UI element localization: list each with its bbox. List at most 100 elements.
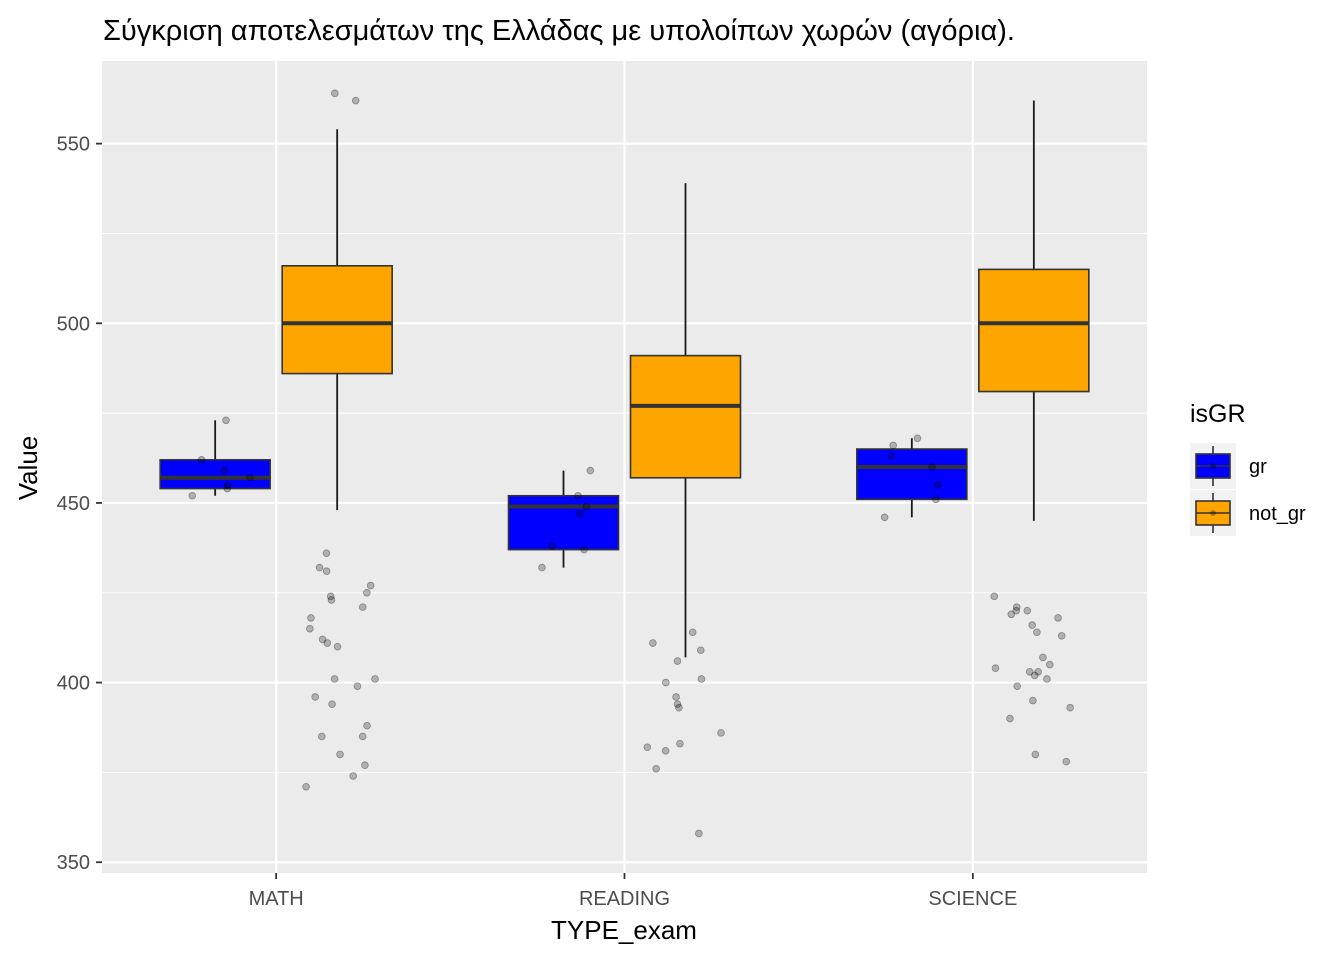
- data-point: [1028, 621, 1036, 629]
- data-point: [548, 542, 556, 550]
- box-not_gr-reading: [629, 354, 742, 479]
- data-point: [223, 484, 232, 493]
- legend-label-not_gr: not_gr: [1249, 503, 1306, 525]
- data-point: [188, 491, 197, 500]
- data-point: [576, 509, 585, 518]
- data-point: [1057, 632, 1066, 640]
- box-not_gr-science: [978, 268, 1090, 393]
- data-point: [322, 567, 331, 575]
- data-point: [574, 491, 582, 500]
- data-point: [333, 642, 342, 651]
- data-point: [366, 581, 375, 590]
- data-point: [990, 592, 999, 601]
- y-axis-title: Value: [13, 436, 43, 501]
- data-point: [328, 700, 336, 708]
- x-tick-label: SCIENCE: [928, 888, 1017, 910]
- data-point: [643, 743, 652, 752]
- data-point: [582, 502, 591, 511]
- x-axis: MATH READING SCIENCE: [249, 873, 1017, 910]
- data-point: [220, 466, 229, 475]
- data-point: [307, 614, 315, 622]
- data-point: [327, 596, 336, 604]
- data-point: [675, 703, 683, 712]
- data-point: [358, 732, 367, 741]
- y-axis: 350 400 450 500 550: [57, 134, 102, 874]
- data-point: [913, 434, 922, 443]
- data-point: [1025, 667, 1034, 676]
- data-point: [688, 628, 697, 637]
- x-axis-title: TYPE_exam: [551, 915, 697, 945]
- box-gr-science: [856, 448, 968, 501]
- x-tick-label: READING: [579, 888, 670, 910]
- data-point: [326, 592, 335, 601]
- data-point: [538, 563, 546, 572]
- data-point: [315, 563, 324, 572]
- chart-title: Σύγκριση αποτελεσμάτων της Ελλάδας με υπ…: [103, 15, 1015, 47]
- data-point: [889, 441, 897, 450]
- data-point: [880, 513, 889, 522]
- data-point: [1012, 603, 1021, 611]
- data-point: [197, 456, 206, 464]
- x-tick-label: MATH: [249, 888, 304, 910]
- legend-label-gr: gr: [1249, 456, 1267, 478]
- data-point: [1007, 610, 1016, 619]
- box-gr-math: [159, 459, 271, 490]
- data-point: [330, 675, 339, 683]
- data-point: [311, 693, 319, 701]
- data-point: [1033, 628, 1041, 637]
- data-point: [371, 675, 379, 683]
- y-tick-label: 350: [57, 852, 90, 874]
- data-point: [673, 700, 682, 708]
- y-tick-label: 550: [57, 134, 90, 156]
- data-point: [1006, 714, 1014, 723]
- points-layer: [188, 89, 1074, 838]
- data-point: [676, 739, 684, 748]
- data-point: [1031, 750, 1040, 759]
- data-point: [363, 588, 371, 597]
- data-point: [934, 481, 942, 489]
- data-point: [580, 545, 588, 554]
- data-point: [1066, 703, 1074, 712]
- y-tick-label: 500: [57, 313, 90, 335]
- data-point: [662, 678, 670, 687]
- data-point: [246, 473, 254, 482]
- data-point: [695, 829, 703, 838]
- data-point: [330, 89, 339, 98]
- y-tick-label: 450: [57, 493, 90, 515]
- data-point: [306, 624, 314, 633]
- legend-title: isGR: [1190, 400, 1246, 428]
- data-point: [697, 675, 706, 683]
- legend-point: [1210, 463, 1216, 469]
- data-point: [317, 732, 326, 741]
- data-point: [223, 481, 232, 489]
- data-point: [652, 765, 660, 773]
- box-not_gr-math: [281, 264, 393, 375]
- data-point: [336, 750, 344, 759]
- data-point: [991, 664, 1000, 673]
- data-point: [1054, 614, 1062, 622]
- box-gr-reading: [507, 494, 620, 551]
- data-point: [586, 466, 595, 475]
- legend: isGR gr not_gr: [1190, 400, 1306, 536]
- data-point: [717, 729, 725, 737]
- data-point: [358, 603, 367, 611]
- data-point: [673, 657, 682, 665]
- box-layer: [159, 100, 1090, 658]
- data-point: [353, 682, 362, 690]
- data-point: [932, 495, 940, 504]
- data-point: [1034, 667, 1042, 676]
- data-point: [928, 463, 936, 471]
- data-point: [363, 721, 371, 730]
- data-point: [1045, 660, 1054, 669]
- data-point: [351, 96, 360, 105]
- data-point: [1013, 682, 1021, 690]
- data-point: [1023, 606, 1032, 615]
- data-point: [1030, 671, 1039, 680]
- data-point: [1012, 606, 1021, 615]
- data-point: [1039, 653, 1047, 662]
- data-point: [349, 772, 357, 780]
- data-point: [222, 416, 230, 425]
- data-point: [361, 761, 369, 770]
- data-point: [1043, 675, 1051, 683]
